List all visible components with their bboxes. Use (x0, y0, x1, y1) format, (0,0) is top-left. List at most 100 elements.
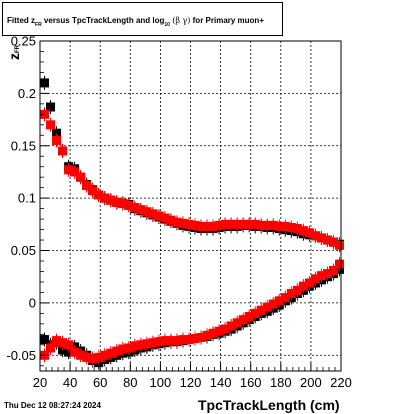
red-point-lower (136, 340, 146, 350)
red-point-upper (244, 219, 254, 229)
red-point-lower (82, 352, 92, 362)
red-point-lower (328, 265, 338, 275)
grid-lines (40, 41, 341, 371)
red-point-lower (298, 281, 308, 291)
red-point-upper (208, 221, 218, 231)
red-point-upper (274, 221, 284, 231)
title-prefix: Fitted (7, 16, 29, 25)
timestamp-footer: Thu Dec 12 08:27:24 2024 (4, 401, 101, 410)
red-point-upper (154, 211, 164, 221)
red-point-upper (334, 240, 344, 250)
title-zsub: FR (35, 22, 42, 28)
red-point-upper (52, 136, 62, 146)
red-point-upper (190, 220, 200, 230)
x-tick-label: 120 (180, 375, 202, 390)
red-point-upper (316, 233, 326, 243)
red-point-lower (88, 353, 98, 363)
x-tick-label: 60 (93, 375, 107, 390)
red-point-upper (88, 186, 98, 196)
red-point-lower (316, 271, 326, 281)
red-point-upper (64, 165, 74, 175)
red-point-lower (202, 330, 212, 340)
red-point-lower (142, 339, 152, 349)
red-point-lower (64, 340, 74, 350)
red-point-lower (154, 337, 164, 347)
x-axis-title: TpcTrackLength (cm) (198, 397, 340, 413)
red-point-lower (178, 335, 188, 345)
red-point-upper (322, 235, 332, 245)
red-point-upper (214, 220, 224, 230)
x-tick-label: 180 (270, 375, 292, 390)
red-point-lower (244, 312, 254, 322)
red-point-lower (322, 269, 332, 279)
x-tick-label: 160 (240, 375, 262, 390)
red-point-lower (286, 288, 296, 298)
red-point-lower (280, 293, 290, 303)
red-point-lower (46, 343, 56, 353)
red-point-lower (214, 326, 224, 336)
red-point-lower (226, 321, 236, 331)
black-point-lower (58, 345, 68, 355)
red-point-upper (232, 219, 242, 229)
red-point-lower (148, 338, 158, 348)
x-tick-label: 100 (150, 375, 172, 390)
black-point-upper (46, 102, 56, 112)
red-point-lower (70, 347, 80, 357)
title-logsub: 10 (164, 22, 170, 28)
title-suffix: for Primary muon+ (192, 16, 264, 25)
red-point-upper (58, 146, 68, 156)
red-point-upper (106, 195, 116, 205)
x-tick-label: 140 (210, 375, 232, 390)
red-point-lower (166, 336, 176, 346)
red-point-upper (46, 120, 56, 130)
red-point-upper (280, 221, 290, 231)
red-point-lower (196, 332, 206, 342)
red-point-upper (268, 220, 278, 230)
y-axis-title-sub: FR (15, 45, 21, 53)
red-point-lower (124, 343, 134, 353)
red-point-lower (256, 305, 266, 315)
axis-ticks (39, 40, 342, 371)
red-point-lower (172, 336, 182, 346)
red-point-lower (76, 350, 86, 360)
red-point-lower (106, 348, 116, 358)
red-point-upper (178, 218, 188, 228)
red-point-upper (304, 228, 314, 238)
red-point-lower (184, 335, 194, 345)
red-point-lower (52, 336, 62, 346)
red-point-lower (274, 296, 284, 306)
red-point-lower (262, 302, 272, 312)
red-point-upper (124, 200, 134, 210)
y-axis-title: zFR (6, 45, 22, 60)
red-point-lower (238, 315, 248, 325)
red-point-upper (238, 219, 248, 229)
red-point-lower (58, 338, 68, 348)
red-point-upper (112, 197, 122, 207)
x-tick-label: 220 (330, 375, 352, 390)
data-markers (40, 75, 344, 370)
title-mid: versus TpcTrackLength and log (43, 16, 165, 25)
red-point-lower (94, 352, 104, 362)
red-point-upper (256, 220, 266, 230)
red-point-upper (292, 224, 302, 234)
x-tick-label: 80 (123, 375, 137, 390)
x-tick-label: 40 (63, 375, 77, 390)
red-point-upper (148, 209, 158, 219)
red-point-upper (100, 193, 110, 203)
red-point-upper (94, 190, 104, 200)
axis-tick-labels: 20 40 60 80 100 120 140 160 180 200 220 -0.05 0 0.05 0… (6, 34, 351, 391)
black-point-lower (40, 335, 50, 345)
red-point-lower (160, 336, 170, 346)
red-point-lower (100, 350, 110, 360)
y-tick-label: 0 (29, 295, 36, 310)
red-point-upper (172, 217, 182, 227)
red-point-lower (250, 308, 260, 318)
red-point-upper (142, 207, 152, 217)
black-point-upper (40, 78, 50, 88)
red-point-lower (310, 274, 320, 284)
red-point-lower (220, 324, 230, 334)
red-point-upper (310, 231, 320, 241)
red-point-lower (232, 318, 242, 328)
red-point-upper (184, 219, 194, 229)
red-point-lower (112, 346, 122, 356)
